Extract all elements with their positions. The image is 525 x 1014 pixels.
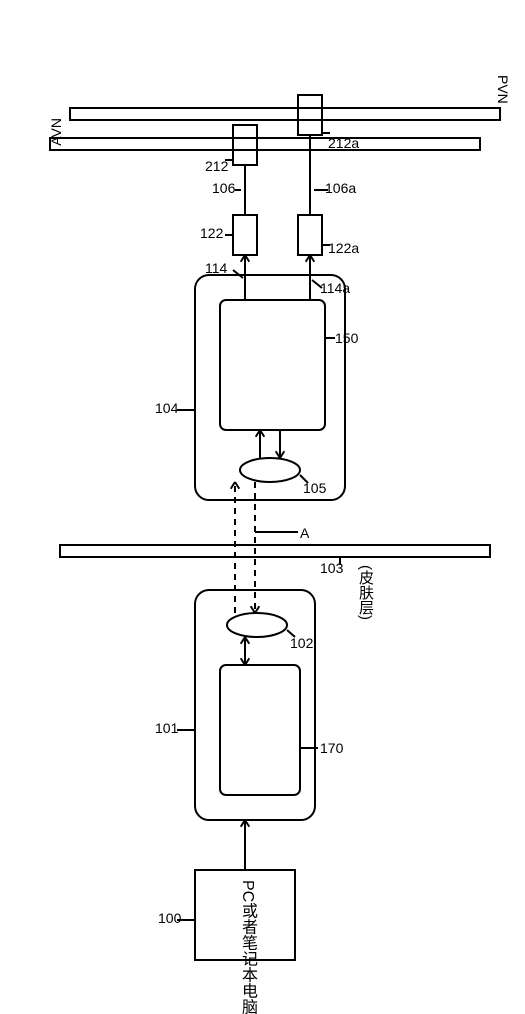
ref-170: 170 [320, 740, 343, 756]
ref-102: 102 [290, 635, 313, 651]
ref-104: 104 [155, 400, 178, 416]
ref-122: 122 [200, 225, 223, 241]
ref-106: 106 [212, 180, 235, 196]
ref-106a: 106a [325, 180, 356, 196]
computer-label: PC或者笔记本电脑 [235, 880, 259, 1014]
avn-label: AVN [48, 118, 64, 146]
letter-a: A [300, 525, 309, 541]
ref-100: 100 [158, 910, 181, 926]
ref-114: 114 [205, 260, 227, 276]
ref-212a: 212a [328, 135, 359, 151]
ref-101: 101 [155, 720, 178, 736]
ref-105: 105 [303, 480, 326, 496]
ref-150: 150 [335, 330, 358, 346]
skin-layer-label: (皮肤层) [355, 565, 376, 620]
ref-212: 212 [205, 158, 228, 174]
ref-114a: 114a [320, 280, 350, 296]
ref-103: 103 [320, 560, 343, 576]
pvn-label: PVN [495, 75, 511, 104]
ref-122a: 122a [328, 240, 359, 256]
